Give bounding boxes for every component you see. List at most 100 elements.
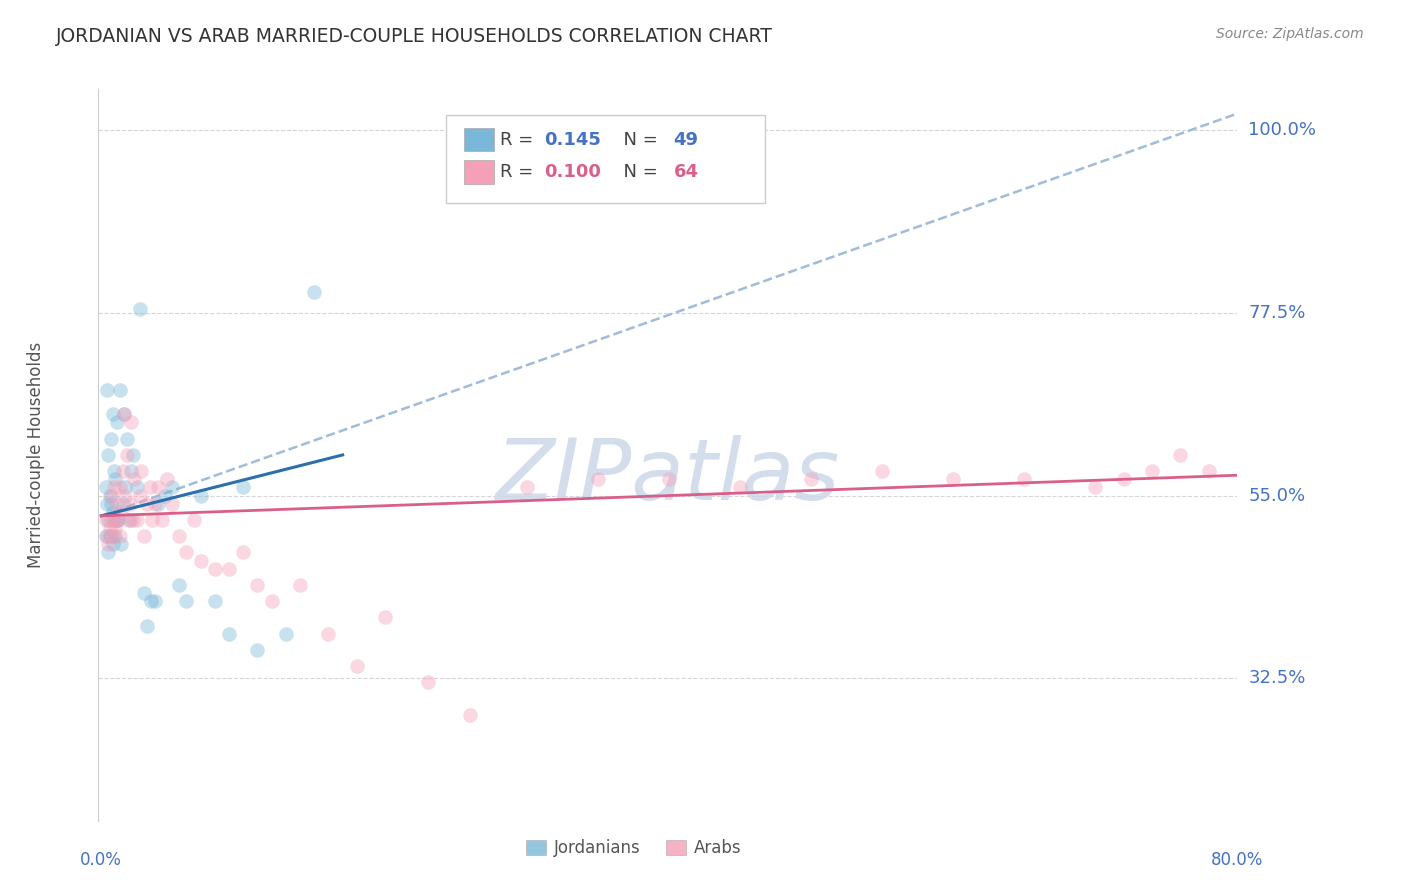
Point (143, 594, 166, 608)
Text: 64: 64 (673, 163, 699, 181)
Point (104, 521, 127, 535)
Point (942, 472, 965, 486)
Point (128, 489, 150, 503)
Point (204, 562, 226, 576)
Point (96, 383, 118, 397)
Point (730, 480, 752, 494)
Point (1198, 464, 1220, 478)
Point (120, 464, 142, 478)
Point (94, 480, 117, 494)
Legend: Jordanians, Arabs: Jordanians, Arabs (519, 832, 748, 863)
Text: 0.100: 0.100 (544, 163, 600, 181)
Point (121, 448, 143, 462)
FancyBboxPatch shape (464, 128, 494, 152)
Point (246, 643, 269, 657)
Point (288, 578, 311, 592)
Point (107, 513, 129, 527)
Point (138, 480, 160, 494)
Point (204, 594, 226, 608)
Point (176, 594, 198, 608)
Point (122, 472, 145, 486)
Point (658, 472, 681, 486)
Point (218, 626, 240, 640)
Point (117, 513, 139, 527)
Point (176, 545, 198, 559)
Point (132, 586, 155, 600)
Point (115, 448, 138, 462)
Point (112, 407, 135, 421)
Point (104, 472, 127, 486)
Point (108, 529, 131, 543)
Point (143, 497, 166, 511)
Point (94, 513, 117, 527)
Text: 49: 49 (673, 130, 699, 149)
Point (101, 537, 124, 551)
Point (97, 537, 120, 551)
Point (128, 301, 150, 316)
Text: 0.145: 0.145 (544, 130, 600, 149)
Text: R =: R = (501, 130, 540, 149)
Point (118, 513, 141, 527)
Point (96, 497, 118, 511)
Point (103, 480, 125, 494)
FancyBboxPatch shape (446, 115, 765, 202)
Point (588, 472, 610, 486)
Text: R =: R = (501, 163, 540, 181)
Point (105, 497, 128, 511)
Point (103, 513, 125, 527)
Point (150, 513, 173, 527)
Point (183, 513, 205, 527)
Point (162, 480, 184, 494)
Point (135, 497, 157, 511)
Point (105, 416, 128, 430)
Point (304, 285, 326, 300)
Point (1170, 448, 1192, 462)
Text: 0.0%: 0.0% (80, 851, 122, 869)
Text: 55.0%: 55.0% (1249, 486, 1306, 505)
Point (100, 489, 122, 503)
Point (260, 594, 283, 608)
Point (96, 529, 118, 543)
Point (100, 513, 122, 527)
Point (872, 464, 894, 478)
Point (120, 416, 142, 430)
Point (107, 513, 129, 527)
Point (153, 489, 176, 503)
Point (97, 513, 120, 527)
Point (190, 553, 212, 567)
Point (169, 529, 191, 543)
Point (111, 464, 134, 478)
Point (232, 480, 254, 494)
Text: 32.5%: 32.5% (1249, 669, 1306, 688)
Point (108, 480, 131, 494)
Point (111, 497, 134, 511)
Text: 77.5%: 77.5% (1249, 303, 1306, 322)
Point (346, 659, 368, 673)
Point (318, 626, 340, 640)
Point (139, 594, 162, 608)
Point (114, 489, 136, 503)
Text: N =: N = (612, 130, 664, 149)
Text: Source: ZipAtlas.com: Source: ZipAtlas.com (1216, 27, 1364, 41)
FancyBboxPatch shape (464, 161, 494, 184)
Point (110, 505, 132, 519)
Point (110, 537, 132, 551)
Point (98, 521, 121, 535)
Point (97, 545, 120, 559)
Point (101, 505, 124, 519)
Point (98, 529, 121, 543)
Point (800, 472, 823, 486)
Point (274, 626, 297, 640)
Point (100, 432, 122, 446)
Point (1140, 464, 1163, 478)
Point (218, 562, 240, 576)
Point (121, 513, 143, 527)
Point (115, 432, 138, 446)
Text: ZIPatlas: ZIPatlas (496, 435, 839, 518)
Text: 100.0%: 100.0% (1249, 120, 1316, 139)
Point (1014, 472, 1036, 486)
Point (1084, 480, 1107, 494)
Point (162, 497, 184, 511)
Point (100, 497, 122, 511)
Point (146, 480, 169, 494)
